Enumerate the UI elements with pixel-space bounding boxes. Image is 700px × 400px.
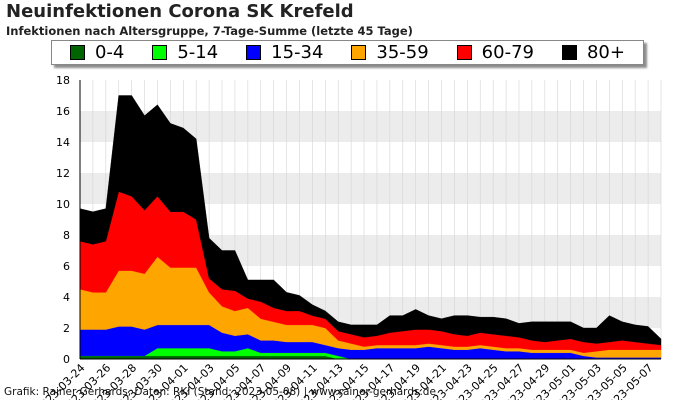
legend-label: 0-4 <box>94 42 125 63</box>
chart-legend: 0-4 5-14 15-34 35-59 60-79 80+ <box>51 40 644 65</box>
legend-item-80+: 80+ <box>561 42 625 63</box>
legend-label: 5-14 <box>177 42 219 63</box>
chart-subtitle: Infektionen nach Altersgruppe, 7-Tage-Su… <box>6 24 413 38</box>
legend-swatch <box>246 45 262 60</box>
y-tick-label: 0 <box>63 353 70 366</box>
legend-swatch <box>69 45 85 60</box>
legend-label: 60-79 <box>481 42 534 63</box>
y-tick-label: 16 <box>56 105 70 118</box>
legend-label: 35-59 <box>376 42 429 63</box>
legend-swatch <box>152 45 168 60</box>
chart-title: Neuinfektionen Corona SK Krefeld <box>6 1 354 22</box>
series-area-80+ <box>79 95 662 346</box>
y-tick-label: 10 <box>56 198 70 211</box>
y-tick-label: 8 <box>63 229 70 242</box>
legend-item-60-79: 60-79 <box>456 42 534 63</box>
legend-label: 15-34 <box>271 42 324 63</box>
legend-item-0-4: 0-4 <box>69 42 125 63</box>
grid-band <box>80 80 661 111</box>
legend-item-15-34: 15-34 <box>246 42 323 63</box>
y-tick-label: 14 <box>56 136 70 149</box>
y-tick-label: 4 <box>63 291 70 304</box>
y-tick-label: 18 <box>56 74 70 87</box>
legend-item-5-14: 5-14 <box>152 42 218 63</box>
y-tick-label: 6 <box>63 260 70 273</box>
y-tick-label: 12 <box>56 167 70 180</box>
y-tick-label: 2 <box>63 322 70 335</box>
legend-item-35-59: 35-59 <box>351 42 429 63</box>
legend-swatch <box>351 45 367 60</box>
legend-swatch <box>561 45 577 60</box>
legend-label: 80+ <box>586 42 625 63</box>
legend-swatch <box>456 45 472 60</box>
credits-footer: Grafik: Rainer Gerhards, Daten: RKI (Sta… <box>4 386 436 398</box>
